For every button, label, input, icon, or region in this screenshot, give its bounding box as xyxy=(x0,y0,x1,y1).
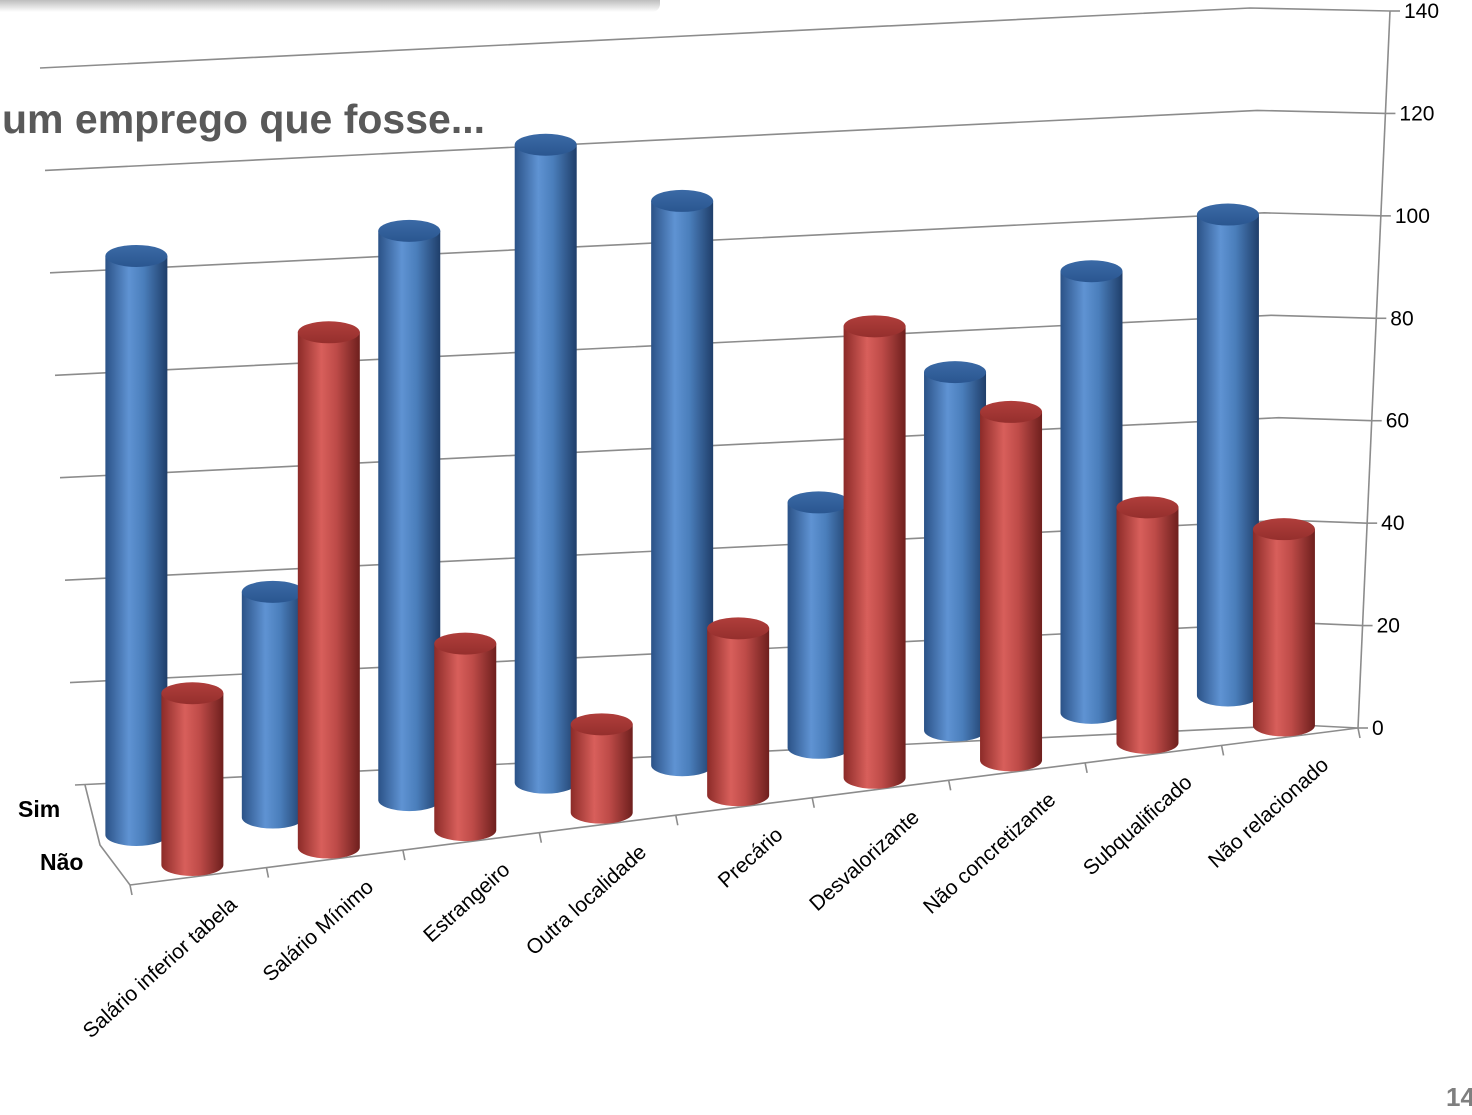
bar-nao xyxy=(843,315,906,789)
bar-nao xyxy=(434,632,497,842)
gridline xyxy=(39,7,1391,69)
category-label: Não concretizante xyxy=(919,788,1060,918)
y-tick-label: 20 xyxy=(1377,615,1400,638)
depth-axis-line xyxy=(84,784,131,886)
bar-nao xyxy=(707,617,770,807)
bar-sim xyxy=(787,491,850,759)
bar-nao xyxy=(570,713,633,824)
y-tick-label: 120 xyxy=(1399,102,1434,125)
series-label-sim: Sim xyxy=(18,796,60,822)
bar-sim xyxy=(378,219,441,812)
x-tick xyxy=(1357,727,1361,739)
category-label: Outra localidade xyxy=(522,841,651,960)
x-tick xyxy=(402,849,406,861)
y-tick-label: 80 xyxy=(1390,307,1413,330)
series-label-nao: Não xyxy=(40,849,83,875)
y-tick-label: 100 xyxy=(1395,205,1430,228)
category-label: Subqualificado xyxy=(1079,771,1197,880)
category-label: Estrangeiro xyxy=(419,858,514,947)
category-label: Salário inferior tabela xyxy=(79,893,242,1043)
bar-sim xyxy=(1196,203,1259,707)
y-tick-label: 60 xyxy=(1386,410,1409,433)
page-number: 14 xyxy=(1446,1082,1472,1112)
category-label: Não relacionado xyxy=(1204,753,1333,872)
bar-nao xyxy=(297,321,360,859)
chart-bars xyxy=(105,133,1315,877)
x-tick xyxy=(265,867,270,878)
bar-nao xyxy=(161,682,224,877)
bar-sim xyxy=(105,244,168,847)
bar-nao xyxy=(1252,518,1315,737)
y-tick-label: 40 xyxy=(1381,512,1404,535)
x-tick xyxy=(129,884,133,896)
page-title: um emprego que fosse... xyxy=(2,96,485,142)
y-tick-label: 0 xyxy=(1372,717,1384,740)
x-tick xyxy=(674,815,679,826)
category-label: Precário xyxy=(714,823,788,892)
category-label: Desvalorizante xyxy=(805,806,924,916)
bar-sim xyxy=(651,189,714,777)
x-tick xyxy=(811,797,816,808)
y-tick-label: 140 xyxy=(1404,0,1439,23)
bar-sim xyxy=(1060,260,1123,724)
category-label: Salário Mínimo xyxy=(259,875,378,986)
x-tick xyxy=(947,780,952,791)
x-tick xyxy=(1084,762,1088,774)
bar-nao xyxy=(1116,496,1179,754)
bar-sim xyxy=(924,361,987,742)
gridline xyxy=(59,416,1372,479)
x-tick xyxy=(1220,745,1225,756)
y-axis-line xyxy=(1357,10,1391,729)
gridline xyxy=(54,314,1377,377)
slide-top-shadow xyxy=(0,0,660,12)
x-axis-line xyxy=(129,727,1359,886)
bar-nao xyxy=(980,400,1043,772)
chart-axes xyxy=(84,10,1400,896)
x-tick xyxy=(538,832,543,843)
bar-sim xyxy=(241,580,304,829)
gridline xyxy=(44,109,1386,172)
bar-sim xyxy=(514,133,577,794)
gridline xyxy=(49,212,1381,274)
